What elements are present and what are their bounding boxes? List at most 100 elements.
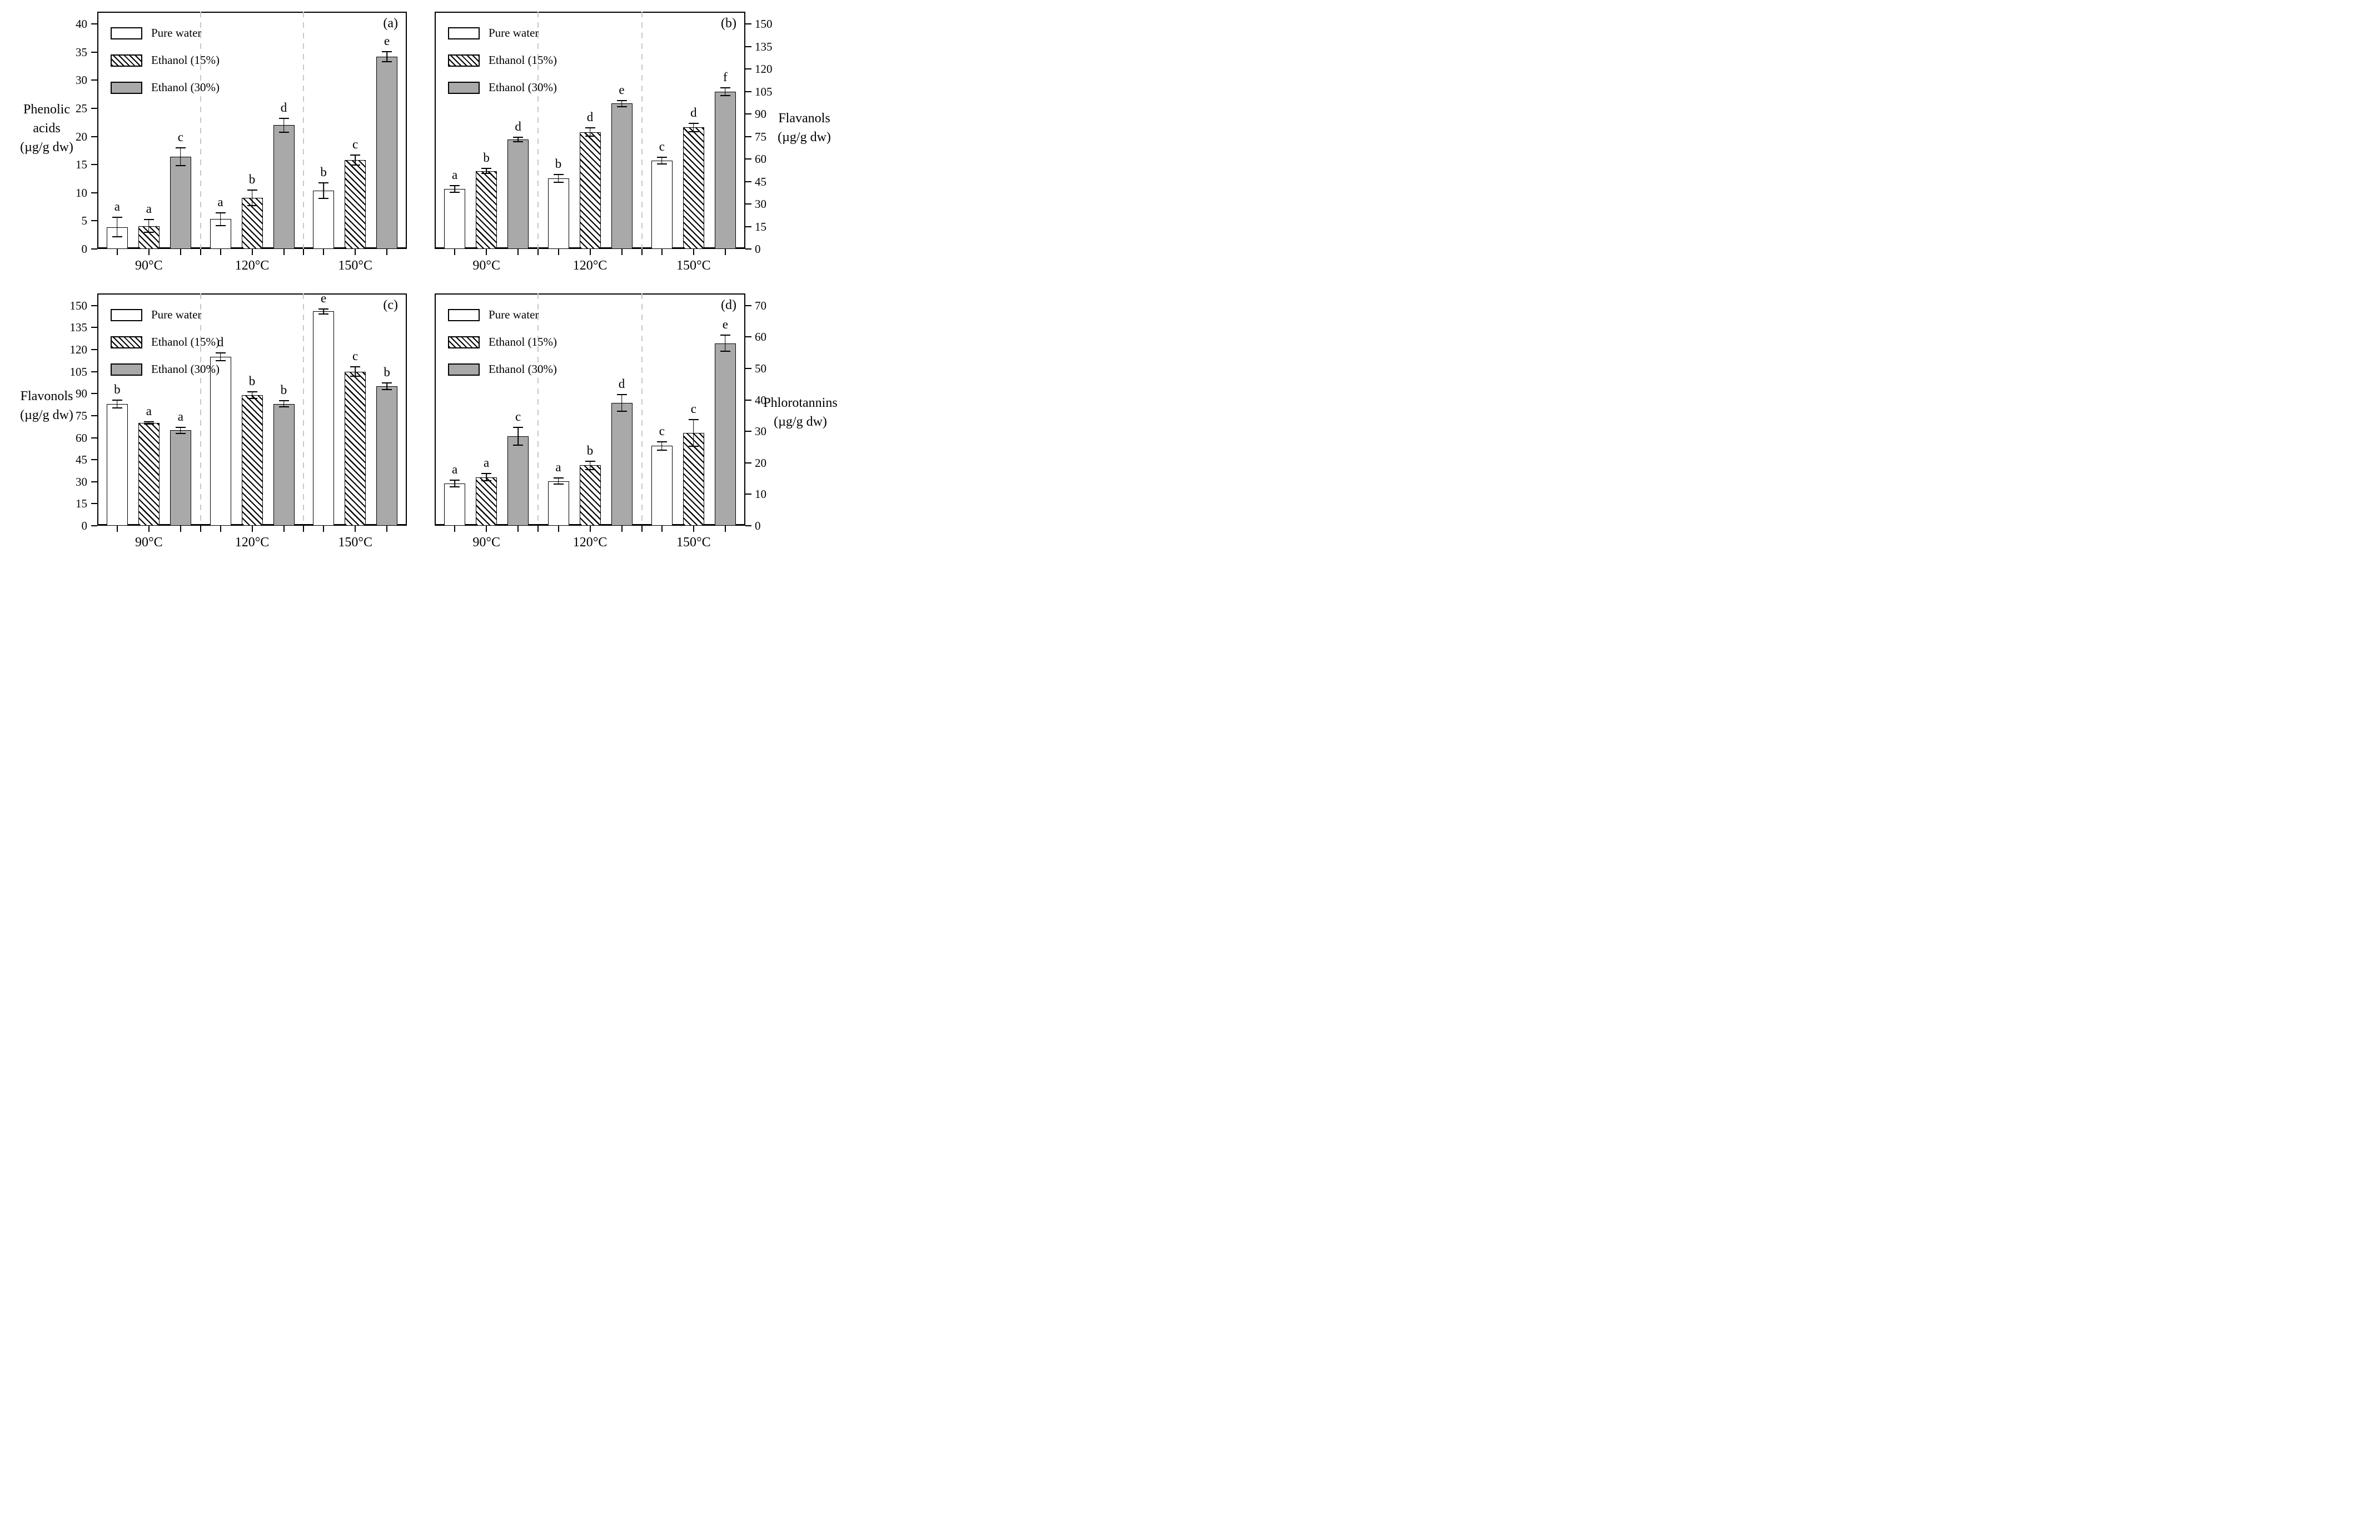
y-axis-tick-label: 0 [755,519,761,532]
bar-ethanol-15 [138,423,160,526]
legend-item: Ethanol (30%) [111,81,220,94]
x-axis-tick [148,249,150,255]
significance-letter: c [690,402,696,416]
significance-letter: b [320,165,327,179]
bar-ethanol-15 [476,171,497,249]
panel-label: (c) [383,298,398,312]
error-bar [318,308,329,315]
legend-item: Ethanol (30%) [448,362,557,376]
error-bar [616,99,627,107]
y-axis-tick [745,203,751,205]
x-axis-tick [303,249,305,255]
category-label: 150°C [676,258,711,273]
error-bar-line [661,441,663,451]
error-bar [382,51,392,63]
y-axis-tick-label: 60 [755,152,766,166]
category-label: 120°C [235,258,270,273]
category-label: 90°C [472,535,500,549]
y-axis-title-line: (µg/g dw) [20,408,73,422]
error-bar [720,335,730,352]
bar-ethanol-15 [476,477,497,526]
y-axis-tick-label: 30 [76,475,87,489]
error-bar-line [148,219,150,233]
y-axis-tick-label: 90 [755,107,766,121]
error-bar-line [323,308,324,315]
y-axis-tick [91,305,97,306]
x-axis-tick [454,526,456,532]
error-bar-line [386,51,387,63]
y-axis-tick [745,367,751,369]
error-bar-cap-bottom [481,173,492,175]
significance-letter: c [177,129,183,144]
x-axis-tick [220,249,221,255]
legend-swatch-gray-icon [448,363,480,376]
x-axis-tick [386,249,388,255]
error-bar [278,118,289,133]
legend-label: Ethanol (30%) [489,362,557,376]
x-axis-tick [693,249,694,255]
y-axis-tick [91,349,97,351]
y-axis-tick [91,51,97,53]
error-bar [553,174,564,183]
y-axis-tick [745,494,751,495]
legend-item: Pure water [448,308,557,322]
error-bar-line [486,473,487,482]
y-axis-tick [745,158,751,160]
error-bar-cap-bottom [481,480,492,482]
error-bar-line [693,123,694,132]
error-bar-cap-bottom [382,388,392,390]
y-axis-tick-label: 10 [76,186,87,200]
group-separator-line [641,293,643,526]
y-axis-title: Flavonols (µg/g dw) [2,387,91,425]
error-bar-cap-bottom [318,313,329,315]
significance-letter: b [555,157,562,171]
error-bar [143,421,154,425]
y-axis-tick-label: 105 [69,365,88,378]
y-axis-tick [91,437,97,438]
x-axis-tick [557,249,559,255]
y-axis-tick [91,220,97,222]
significance-letter: c [515,409,521,423]
panel-label: (b) [721,16,736,31]
legend-item: Pure water [111,308,220,322]
significance-letter: b [384,365,390,380]
y-axis-title: Phlorotannins (µg/g dw) [751,393,849,431]
error-bar-line [323,182,324,199]
error-bar-line [180,147,181,167]
x-axis-tick [661,249,663,255]
y-axis-tick [91,393,97,395]
legend-swatch-hatch-icon [448,54,480,67]
legend-item: Pure water [111,26,220,40]
error-bar-line [251,189,253,207]
significance-letter: a [146,202,152,216]
y-axis-tick-label: 40 [755,393,766,407]
significance-letter: e [321,291,327,306]
legend-label: Ethanol (15%) [489,335,557,348]
y-axis-tick [745,68,751,70]
y-axis-title-line: (µg/g dw) [774,415,827,429]
bar-ethanol-30 [170,430,191,526]
error-bar [688,123,699,132]
x-axis-tick [116,249,118,255]
error-bar [318,182,329,199]
legend-swatch-hatch-icon [111,54,142,67]
y-axis-title-line: Flavonols [20,389,73,403]
legend-swatch-white-icon [111,308,142,321]
x-axis-tick [251,249,253,255]
error-bar-cap-bottom [215,360,226,362]
error-bar [450,185,460,193]
legend-item: Pure water [448,26,557,40]
error-bar-cap-bottom [553,484,564,485]
error-bar [616,394,627,412]
legend-swatch-white-icon [448,308,480,321]
y-axis-title-line: (µg/g dw) [20,140,73,155]
error-bar-cap-bottom [688,445,699,447]
bar-ethanol-30 [611,403,633,526]
error-bar [688,419,699,447]
group-separator-line [537,293,539,526]
group-separator-line [200,12,201,249]
error-bar-cap-bottom [143,231,154,233]
category-label: 120°C [572,535,608,549]
group-separator-line [537,12,539,249]
category-label: 150°C [338,258,372,273]
